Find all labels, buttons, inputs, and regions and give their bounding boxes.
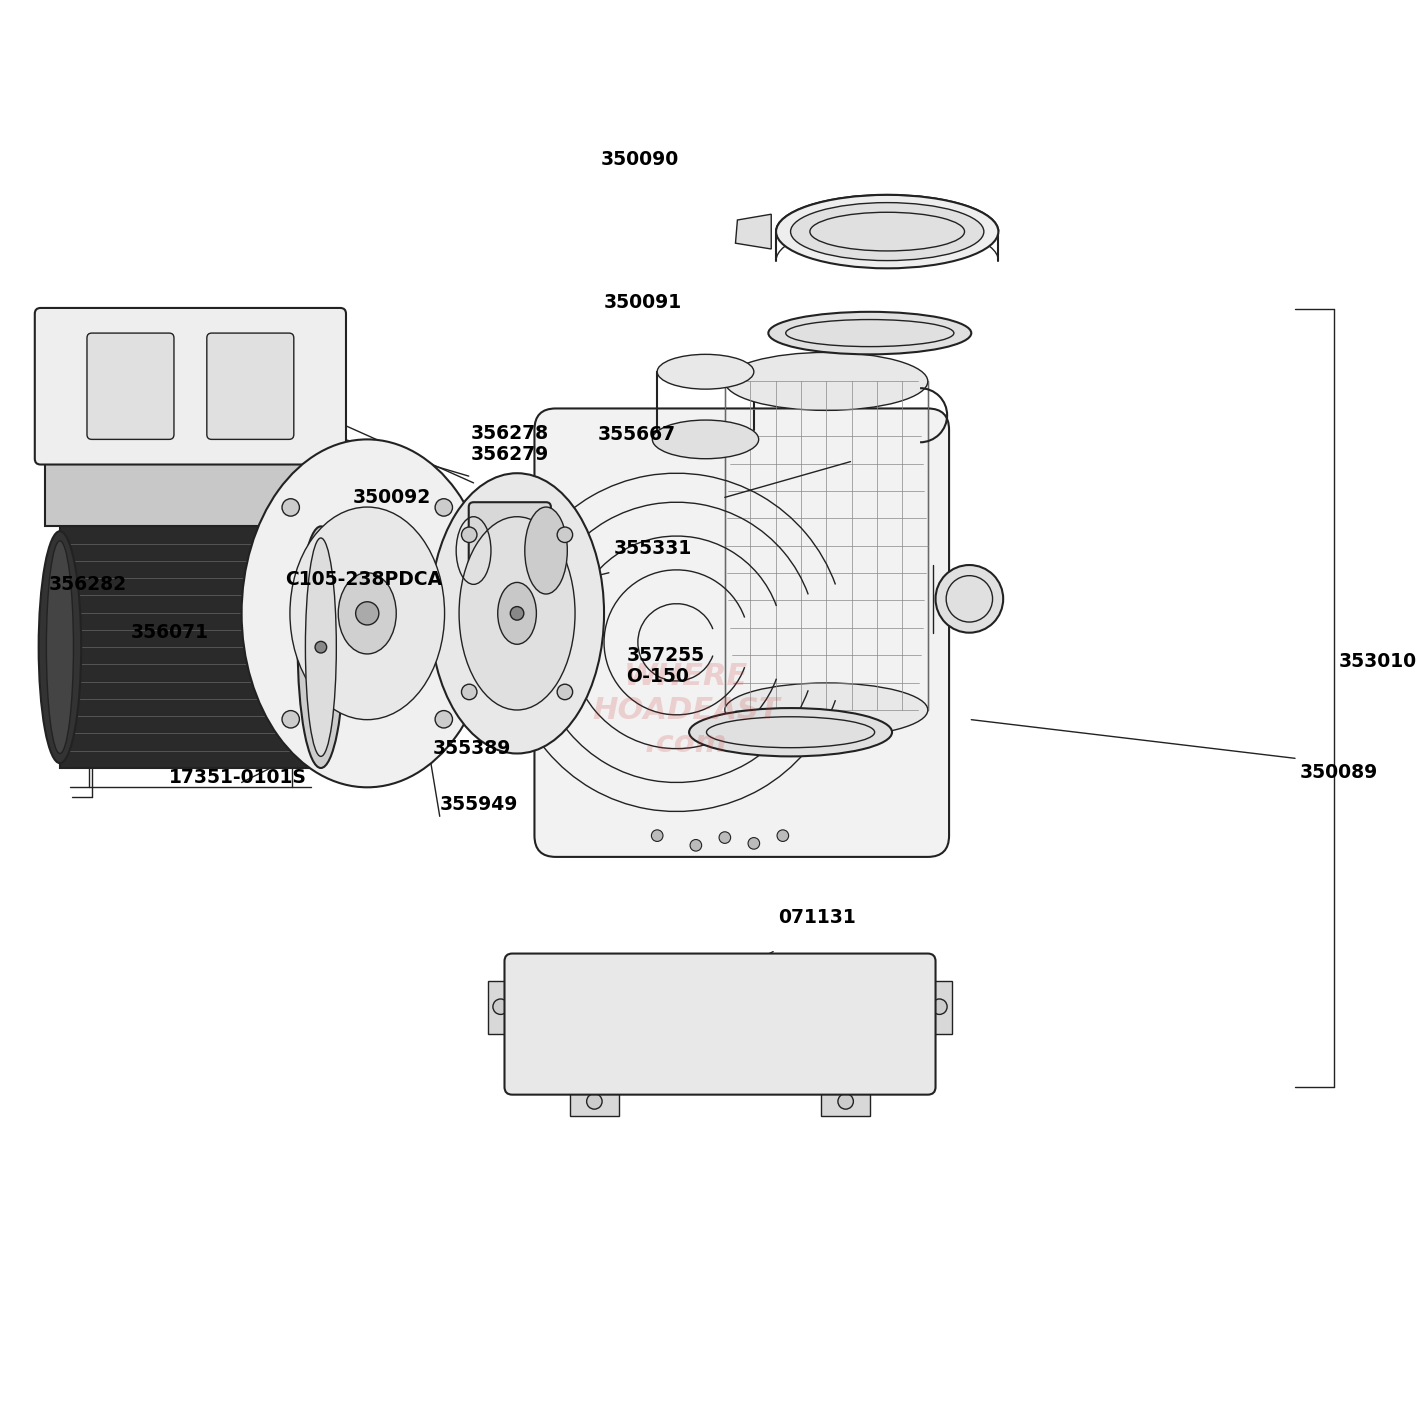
Bar [822,1086,870,1116]
Ellipse shape [338,572,396,655]
Ellipse shape [57,483,72,498]
Bar [571,1086,619,1116]
Ellipse shape [724,683,927,737]
Ellipse shape [283,498,300,515]
Ellipse shape [510,606,524,621]
Ellipse shape [932,1000,947,1014]
Text: 071131: 071131 [778,909,856,927]
Ellipse shape [290,507,444,720]
Ellipse shape [504,586,578,660]
Text: 350090: 350090 [601,149,679,169]
Ellipse shape [57,436,72,452]
Text: WHERE
HOADEAST
.com: WHERE HOADEAST .com [592,662,780,758]
Text: 350089: 350089 [1299,764,1379,782]
Ellipse shape [777,195,998,268]
Text: 355389: 355389 [433,740,511,758]
Ellipse shape [38,531,81,763]
Ellipse shape [241,439,493,787]
Ellipse shape [719,832,731,843]
FancyBboxPatch shape [207,334,294,439]
Ellipse shape [459,517,575,710]
Text: 357255
O-150: 357255 O-150 [626,646,704,686]
Ellipse shape [435,498,453,515]
Polygon shape [736,214,771,248]
Ellipse shape [462,527,477,542]
Ellipse shape [724,352,927,410]
Text: 356278
356279: 356278 356279 [470,425,550,463]
Text: 355331: 355331 [613,540,692,558]
Ellipse shape [462,684,477,700]
Ellipse shape [355,602,379,625]
Ellipse shape [498,582,537,645]
Ellipse shape [315,642,327,653]
Bar [45,459,335,527]
Ellipse shape [748,838,760,849]
Ellipse shape [652,420,758,459]
Ellipse shape [308,483,324,498]
Ellipse shape [936,565,1003,633]
Ellipse shape [838,1093,853,1109]
FancyBboxPatch shape [87,334,175,439]
Ellipse shape [768,312,971,355]
FancyBboxPatch shape [504,954,936,1095]
Text: C105-238PDCA: C105-238PDCA [285,571,442,589]
Ellipse shape [586,1093,602,1109]
Ellipse shape [657,355,754,389]
Ellipse shape [777,829,788,842]
Ellipse shape [430,473,604,754]
Bar [60,527,321,768]
Ellipse shape [355,517,389,585]
Ellipse shape [493,1000,508,1014]
Text: 17351-0101S: 17351-0101S [169,768,307,787]
Text: 355667: 355667 [598,425,676,444]
Ellipse shape [652,829,663,842]
Ellipse shape [283,710,300,728]
Ellipse shape [452,517,486,585]
Text: 350091: 350091 [604,293,682,312]
Ellipse shape [689,709,892,757]
Ellipse shape [791,203,984,261]
Ellipse shape [557,684,572,700]
Ellipse shape [525,507,568,594]
Text: 353010: 353010 [1339,652,1417,672]
Ellipse shape [557,527,572,542]
Text: 355949: 355949 [440,795,518,815]
FancyBboxPatch shape [36,308,346,464]
Ellipse shape [690,839,701,851]
Ellipse shape [298,527,344,768]
FancyBboxPatch shape [469,503,551,599]
FancyBboxPatch shape [534,409,949,856]
Text: 356071: 356071 [131,623,209,642]
Text: 350092: 350092 [352,488,432,507]
Bar [927,981,951,1034]
Ellipse shape [435,710,453,728]
Ellipse shape [305,538,337,757]
Bar [488,981,513,1034]
Bar [372,517,469,585]
Ellipse shape [308,436,324,452]
Ellipse shape [47,541,74,754]
Text: 356282: 356282 [48,575,126,594]
